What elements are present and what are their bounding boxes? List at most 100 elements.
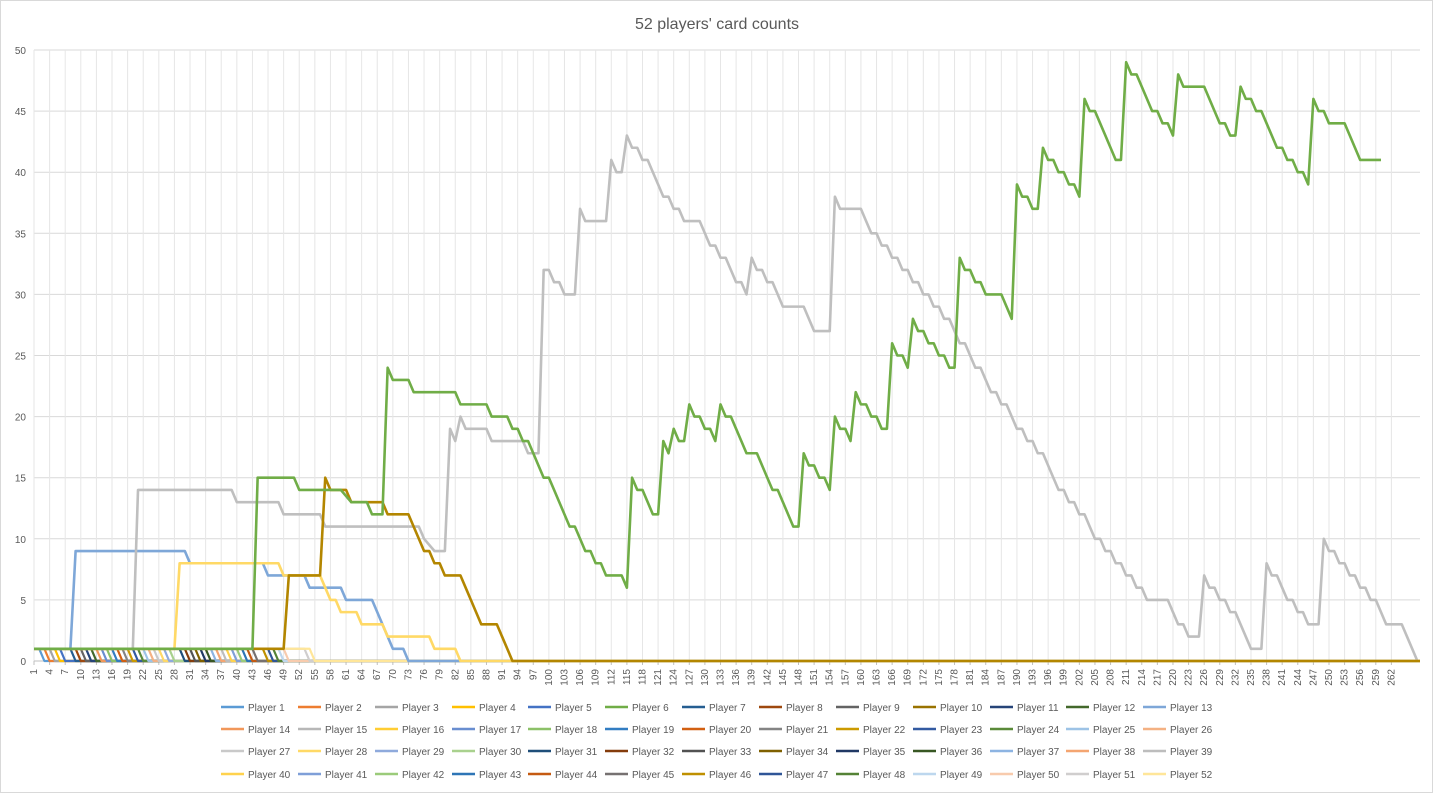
x-tick-label: 28 xyxy=(169,669,180,681)
x-tick-label: 88 xyxy=(481,669,492,681)
x-tick-label: 118 xyxy=(637,669,648,685)
x-tick-label: 256 xyxy=(1355,669,1366,686)
x-tick-label: 7 xyxy=(60,669,71,675)
x-tick-label: 34 xyxy=(201,669,212,681)
legend-item: Player 11 xyxy=(990,703,1059,714)
x-tick-label: 220 xyxy=(1168,669,1179,686)
legend-label: Player 12 xyxy=(1093,703,1136,714)
x-tick-label: 22 xyxy=(138,669,149,681)
x-tick-label: 190 xyxy=(1012,669,1023,686)
x-tick-label: 250 xyxy=(1324,669,1335,686)
y-tick-label: 30 xyxy=(15,290,27,301)
x-tick-label: 16 xyxy=(107,669,118,681)
x-tick-label: 124 xyxy=(669,669,680,686)
legend-item: Player 25 xyxy=(1066,725,1136,736)
legend-label: Player 33 xyxy=(709,747,752,758)
x-tick-label: 103 xyxy=(559,669,570,686)
x-tick-label: 181 xyxy=(965,669,976,686)
series-line-player-15 xyxy=(34,134,1420,663)
legend-label: Player 36 xyxy=(940,747,983,758)
x-tick-label: 262 xyxy=(1386,669,1397,686)
x-tick-label: 73 xyxy=(403,669,414,681)
legend-item: Player 20 xyxy=(682,725,752,736)
legend-label: Player 21 xyxy=(786,725,829,736)
x-tick-label: 76 xyxy=(419,669,430,681)
x-tick-label: 232 xyxy=(1230,669,1241,686)
x-tick-label: 142 xyxy=(762,669,773,686)
legend-item: Player 28 xyxy=(298,747,368,758)
x-tick-label: 241 xyxy=(1277,669,1288,686)
x-tick-label: 61 xyxy=(341,669,352,681)
x-tick-label: 166 xyxy=(887,669,898,686)
x-tick-label: 154 xyxy=(825,669,836,686)
x-tick-label: 100 xyxy=(544,669,555,686)
legend-label: Player 7 xyxy=(709,703,746,714)
x-tick-label: 148 xyxy=(794,669,805,686)
legend-item: Player 15 xyxy=(298,725,368,736)
y-tick-label: 25 xyxy=(15,352,27,363)
x-tick-label: 31 xyxy=(185,669,196,681)
x-tick-label: 214 xyxy=(1137,669,1148,686)
legend-item: Player 1 xyxy=(221,703,285,714)
x-tick-label: 208 xyxy=(1106,669,1117,686)
y-axis: 0 5 10 15 20 25 30 35 40 45 50 xyxy=(15,46,27,668)
x-tick-label: 247 xyxy=(1308,669,1319,686)
legend-label: Player 5 xyxy=(555,703,592,714)
x-tick-label: 133 xyxy=(715,669,726,686)
x-tick-label: 85 xyxy=(466,669,477,681)
x-tick-label: 145 xyxy=(778,669,789,686)
series-line-player-10 xyxy=(34,476,1420,663)
x-tick-label: 40 xyxy=(232,669,243,681)
series-line-player-16 xyxy=(34,561,1420,663)
legend-item: Player 52 xyxy=(1143,770,1213,781)
legend-item: Player 14 xyxy=(221,725,291,736)
legend-label: Player 10 xyxy=(940,703,983,714)
legend-item: Player 32 xyxy=(605,747,675,758)
x-tick-label: 112 xyxy=(606,669,617,685)
x-tick-label: 49 xyxy=(279,669,290,681)
legend-item: Player 2 xyxy=(298,703,362,714)
legend-item: Player 35 xyxy=(836,747,906,758)
legend-item: Player 3 xyxy=(375,703,439,714)
legend-label: Player 18 xyxy=(555,725,598,736)
legend-label: Player 11 xyxy=(1017,703,1059,714)
legend-label: Player 52 xyxy=(1170,770,1213,781)
x-tick-label: 127 xyxy=(684,669,695,686)
x-tick-label: 229 xyxy=(1215,669,1226,686)
x-tick-label: 70 xyxy=(388,669,399,681)
x-tick-label: 178 xyxy=(950,669,961,686)
legend-item: Player 22 xyxy=(836,725,906,736)
y-tick-label: 5 xyxy=(20,596,26,607)
x-tick-label: 160 xyxy=(856,669,867,686)
legend-item: Player 27 xyxy=(221,747,291,758)
x-tick-label: 106 xyxy=(575,669,586,686)
x-tick-label: 94 xyxy=(513,669,524,681)
x-tick-label: 121 xyxy=(653,669,664,686)
legend-label: Player 22 xyxy=(863,725,906,736)
legend-item: Player 12 xyxy=(1066,703,1136,714)
chart-title: 52 players' card counts xyxy=(635,16,799,33)
legend-label: Player 31 xyxy=(555,747,598,758)
legend-label: Player 26 xyxy=(1170,725,1213,736)
legend-label: Player 16 xyxy=(402,725,445,736)
legend-item: Player 49 xyxy=(913,770,983,781)
x-tick-label: 19 xyxy=(123,669,134,681)
legend-label: Player 17 xyxy=(479,725,522,736)
x-tick-label: 187 xyxy=(996,669,1007,686)
legend-item: Player 8 xyxy=(759,703,823,714)
x-tick-label: 157 xyxy=(840,669,851,686)
x-tick-label: 163 xyxy=(872,669,883,686)
legend-item: Player 10 xyxy=(913,703,983,714)
legend-item: Player 47 xyxy=(759,770,829,781)
legend-label: Player 46 xyxy=(709,770,752,781)
x-tick-label: 43 xyxy=(247,669,258,681)
legend-item: Player 17 xyxy=(452,725,522,736)
y-tick-label: 40 xyxy=(15,168,27,179)
x-tick-label: 136 xyxy=(731,669,742,686)
legend-label: Player 43 xyxy=(479,770,522,781)
legend-label: Player 50 xyxy=(1017,770,1060,781)
y-tick-label: 45 xyxy=(15,107,27,118)
x-tick-label: 244 xyxy=(1293,669,1304,686)
